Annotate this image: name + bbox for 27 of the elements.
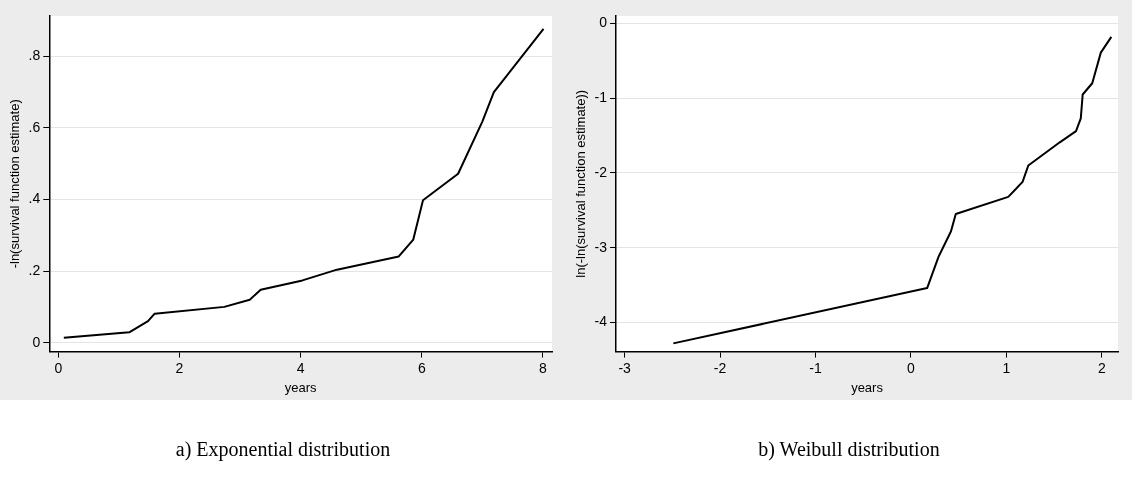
x-tick-label: 2 (1097, 359, 1106, 376)
y-tick-label: 0 (32, 333, 41, 350)
x-tick-label: -3 (618, 359, 632, 376)
y-tick-label: -2 (594, 163, 608, 180)
x-axis-title: years (851, 379, 884, 395)
y-axis-title: ln(-ln(survival function estimate)) (573, 89, 589, 278)
y-tick-label: .2 (28, 261, 41, 278)
y-axis-title: -ln(survival function estimate) (7, 99, 23, 269)
y-tick-label: .6 (28, 118, 41, 135)
x-tick-label: 0 (54, 359, 63, 376)
x-tick-label: -1 (809, 359, 822, 376)
x-tick-label: 2 (175, 359, 184, 376)
y-tick-label: -1 (594, 89, 608, 106)
y-tick-label: -4 (594, 313, 608, 330)
text: a) Exponential distribution (174, 438, 392, 461)
y-tick-label: .4 (28, 190, 41, 207)
text: b) Weibull distribution (757, 438, 941, 461)
y-tick-label: 0 (599, 14, 608, 31)
x-tick-label: 8 (539, 359, 548, 376)
x-tick-label: -2 (713, 359, 727, 376)
y-tick-label: -3 (594, 238, 608, 255)
y-tick-label: .8 (28, 47, 41, 64)
x-tick-label: 1 (1002, 359, 1011, 376)
x-tick-label: 4 (296, 359, 305, 376)
x-axis-title: years (284, 379, 318, 395)
x-tick-label: 0 (907, 359, 916, 376)
x-tick-label: 6 (417, 359, 426, 376)
